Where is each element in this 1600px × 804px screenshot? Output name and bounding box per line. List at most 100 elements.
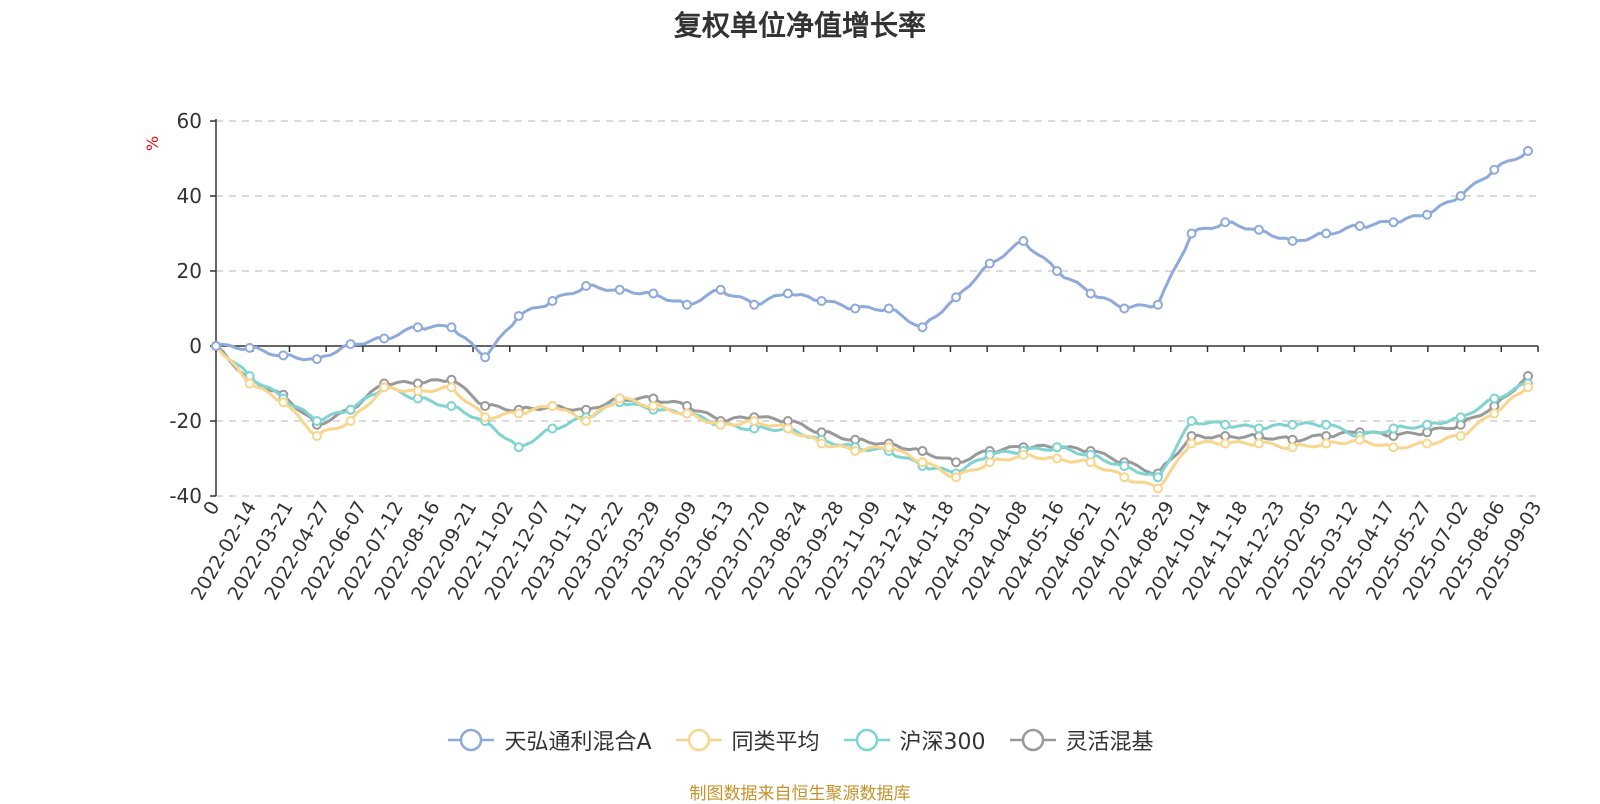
data-point [581, 416, 592, 426]
data-point [547, 296, 558, 306]
data-point [1220, 419, 1231, 430]
y-tick-label: 0 [189, 334, 202, 358]
legend-item[interactable]: 同类平均 [674, 724, 820, 756]
data-point [244, 342, 255, 353]
data-point [345, 339, 356, 350]
data-point [850, 303, 861, 314]
data-point [446, 401, 457, 411]
data-point [412, 322, 423, 333]
data-point [1152, 483, 1163, 494]
legend-marker-icon [1009, 728, 1056, 752]
data-point [1489, 408, 1500, 419]
data-point [917, 457, 928, 468]
legend-label: 灵活混基 [1065, 730, 1154, 755]
data-point [311, 431, 322, 441]
data-point [715, 419, 726, 430]
data-point [782, 423, 793, 434]
data-point [1119, 472, 1130, 483]
data-point [547, 423, 558, 434]
data-point [1455, 191, 1466, 201]
data-point [681, 299, 692, 310]
data-point [1052, 453, 1063, 464]
data-point [1354, 434, 1365, 445]
x-tick-label: 0 [199, 498, 224, 519]
data-point [1052, 266, 1063, 276]
data-point [883, 303, 894, 314]
series-2 [211, 341, 1533, 483]
data-point [345, 404, 356, 415]
data-point [1220, 217, 1231, 228]
data-point [1052, 442, 1063, 453]
data-point [648, 401, 659, 411]
data-point [1422, 209, 1433, 220]
data-point [278, 397, 289, 408]
data-point [1321, 438, 1332, 449]
data-point [1253, 224, 1264, 235]
data-point [345, 416, 356, 426]
data-point [446, 322, 457, 333]
data-point [1119, 303, 1130, 314]
data-point [1388, 423, 1399, 434]
data-point [480, 412, 491, 423]
data-point [648, 288, 659, 299]
data-point [883, 442, 894, 453]
data-point [951, 292, 962, 303]
legend-item[interactable]: 沪深300 [842, 724, 986, 756]
data-point [1152, 299, 1163, 310]
y-tick-label: -20 [169, 409, 202, 433]
data-point [480, 352, 491, 363]
legend: 天弘通利混合A 同类平均 沪深300 灵活混基 [0, 720, 1600, 760]
data-point [1152, 472, 1163, 483]
data-point [1354, 221, 1365, 231]
data-point [1085, 288, 1096, 299]
data-point [412, 386, 423, 396]
data-point [480, 401, 491, 411]
data-point [816, 438, 827, 449]
legend-label: 天弘通利混合A [504, 730, 652, 755]
data-point [951, 457, 962, 468]
data-point [513, 408, 524, 419]
data-point [1321, 228, 1332, 239]
data-point [1119, 461, 1130, 471]
legend-marker-icon [448, 728, 495, 752]
data-point [513, 442, 524, 453]
data-point [1523, 146, 1533, 156]
data-point [1455, 431, 1466, 441]
data-point [1018, 236, 1029, 246]
series-line [214, 345, 1529, 479]
data-point [1253, 438, 1264, 449]
data-point [917, 446, 928, 456]
series-line [214, 345, 1529, 490]
data-point [917, 322, 928, 333]
legend-label: 沪深300 [899, 730, 986, 755]
data-point [446, 382, 457, 393]
legend-item[interactable]: 灵活混基 [1008, 724, 1154, 756]
series-line [215, 344, 1530, 475]
data-point [1321, 419, 1332, 430]
data-point [1018, 449, 1029, 460]
legend-marker-icon [843, 728, 890, 752]
data-point [1287, 419, 1298, 430]
data-point [1186, 438, 1197, 449]
data-point [1422, 419, 1433, 430]
data-point [513, 311, 524, 321]
data-point [1253, 423, 1264, 434]
legend-label: 同类平均 [731, 730, 820, 755]
y-tick-label: 60 [177, 109, 202, 133]
data-point [1287, 236, 1298, 246]
data-point [379, 382, 390, 393]
data-point [614, 284, 625, 295]
y-axis-unit: % [143, 136, 162, 151]
legend-item[interactable]: 天弘通利混合A [446, 724, 652, 756]
data-point [581, 281, 592, 291]
data-point [1489, 393, 1500, 404]
legend-marker-icon [675, 728, 722, 752]
y-tick-label: -40 [169, 484, 202, 508]
data-point [1287, 442, 1298, 453]
data-point [614, 393, 625, 404]
tick-labels: 6040200-20-40%02022-02-142022-03-212022-… [143, 109, 1546, 604]
series-lines [211, 146, 1533, 494]
y-tick-label: 40 [177, 184, 202, 208]
line-chart: 6040200-20-40%02022-02-142022-03-212022-… [143, 109, 1546, 604]
data-point [749, 416, 760, 426]
